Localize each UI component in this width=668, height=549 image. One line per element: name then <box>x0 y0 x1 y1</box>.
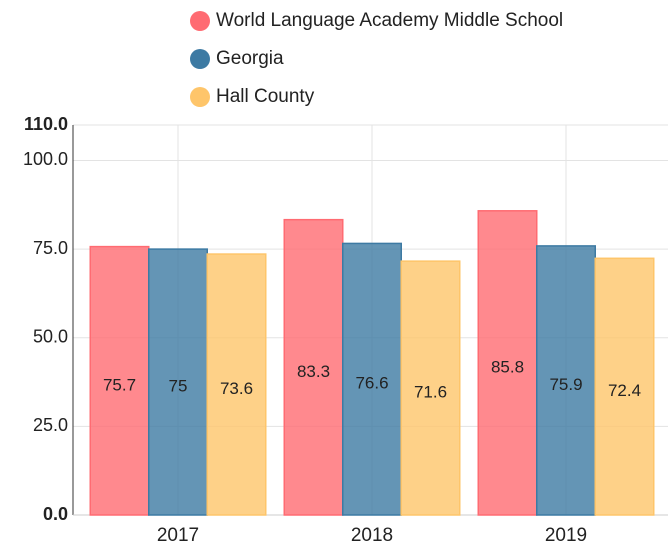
data-label: 76.6 <box>355 374 388 393</box>
data-label: 73.6 <box>220 379 253 398</box>
bar <box>477 210 538 516</box>
data-label: 72.4 <box>608 381 641 400</box>
y-tick-label: 110.0 <box>24 114 68 134</box>
legend-marker <box>190 11 210 31</box>
bar <box>342 242 402 516</box>
legend-marker <box>190 49 210 69</box>
bar <box>283 218 344 516</box>
y-tick-label: 100.0 <box>23 149 68 169</box>
y-tick-label: 25.0 <box>33 415 68 435</box>
x-tick-label: 2018 <box>351 525 393 546</box>
bar <box>206 253 267 516</box>
x-tick-label: 2017 <box>157 525 199 546</box>
bar <box>148 248 208 516</box>
legend-marker <box>190 87 210 107</box>
bar <box>89 245 150 516</box>
data-label: 85.8 <box>491 357 524 376</box>
bar <box>400 260 461 516</box>
data-label: 71.6 <box>414 383 447 402</box>
y-tick-label: 0.0 <box>43 504 68 524</box>
data-label: 75 <box>169 377 188 396</box>
x-tick-label: 2019 <box>545 525 587 546</box>
legend-label: World Language Academy Middle School <box>216 10 563 31</box>
y-tick-label: 75.0 <box>33 238 68 258</box>
y-tick-label: 50.0 <box>33 326 68 346</box>
data-label: 75.9 <box>549 375 582 394</box>
data-label: 75.7 <box>103 375 136 394</box>
legend-label: Hall County <box>216 86 315 107</box>
data-label: 83.3 <box>297 362 330 381</box>
legend-label: Georgia <box>216 48 284 69</box>
bar <box>594 257 655 516</box>
